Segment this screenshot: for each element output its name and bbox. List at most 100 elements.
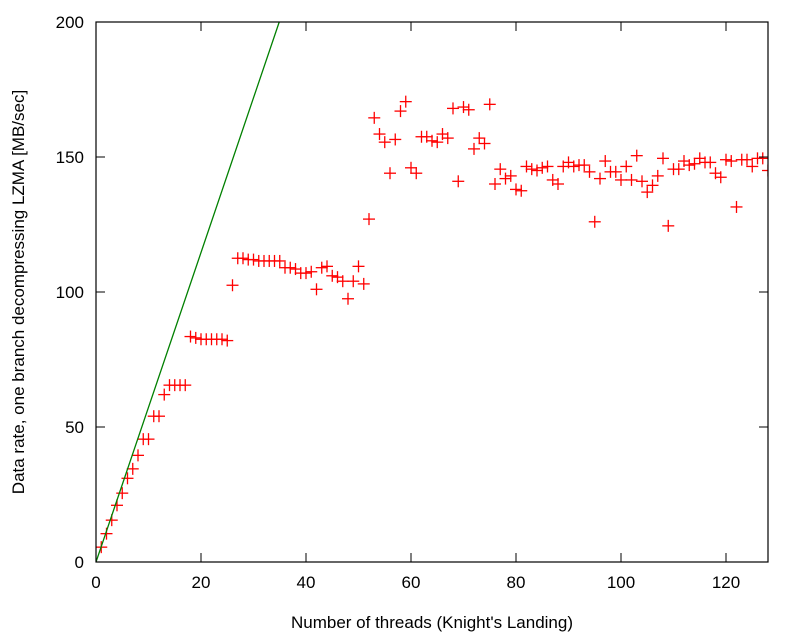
data-point [352, 260, 365, 273]
data-point [158, 388, 171, 401]
data-point [447, 102, 459, 115]
x-tick-label: 40 [297, 573, 316, 592]
data-point [599, 155, 612, 168]
data-point [630, 149, 643, 162]
data-point [583, 165, 596, 178]
data-point [132, 449, 144, 462]
data-point [336, 275, 349, 288]
data-point [378, 136, 391, 149]
data-point [541, 160, 554, 173]
data-point [326, 269, 339, 282]
y-tick-label: 100 [56, 283, 84, 302]
x-tick-label: 60 [402, 573, 421, 592]
reference-line [96, 22, 280, 562]
axes: 0 20 40 60 80 100 120 0 50 100 150 200 [56, 13, 768, 592]
data-point [646, 179, 659, 192]
data-point [641, 186, 654, 199]
data-point [237, 252, 249, 265]
data-point [457, 101, 470, 114]
data-point [363, 213, 375, 226]
data-point [184, 330, 197, 343]
data-point [399, 95, 412, 108]
data-point [525, 163, 538, 176]
data-point [756, 152, 768, 165]
data-point [594, 172, 606, 185]
data-point [441, 132, 454, 145]
data-point [116, 487, 129, 500]
data-point [273, 254, 286, 267]
data-point [730, 200, 743, 213]
data-point [347, 275, 360, 288]
data-point [536, 161, 549, 174]
data-point [342, 292, 354, 305]
data-point [494, 163, 507, 176]
data-point [520, 160, 533, 173]
data-point [468, 142, 480, 155]
x-tick-label: 20 [192, 573, 211, 592]
data-point [714, 171, 727, 184]
data-point [315, 261, 328, 274]
data-point [478, 137, 491, 150]
data-point [247, 253, 260, 266]
data-point [216, 333, 228, 346]
data-point [410, 167, 423, 180]
data-point [662, 219, 675, 232]
x-tick-label: 0 [91, 573, 100, 592]
x-axis-label: Number of threads (Knight's Landing) [291, 613, 573, 632]
data-point [704, 156, 717, 169]
plot-marks [96, 22, 768, 562]
data-point [142, 433, 155, 446]
data-point [483, 98, 496, 111]
data-point [567, 160, 580, 173]
data-point [504, 169, 517, 182]
data-point [305, 265, 318, 278]
data-point [615, 173, 627, 186]
data-point [657, 152, 669, 165]
data-point [683, 159, 696, 172]
data-point [588, 215, 601, 228]
data-point [431, 136, 444, 149]
data-point [284, 261, 297, 274]
y-axis-label: Data rate, one branch decompressing LZMA… [9, 90, 28, 494]
y-tick-label: 50 [65, 418, 84, 437]
data-point [762, 164, 768, 177]
data-point [373, 128, 386, 141]
data-point [672, 163, 685, 176]
data-point [473, 132, 486, 145]
data-point [651, 169, 664, 182]
data-point [489, 178, 501, 190]
data-point [636, 175, 648, 188]
data-point [609, 165, 622, 178]
data-point [462, 103, 475, 116]
y-tick-label: 150 [56, 148, 84, 167]
data-point [394, 105, 407, 118]
x-tick-label: 100 [607, 573, 635, 592]
data-point [226, 279, 239, 292]
data-point [321, 260, 333, 273]
y-tick-label: 0 [75, 553, 84, 572]
data-point [405, 161, 417, 174]
data-point [389, 133, 402, 146]
data-point [452, 175, 465, 188]
data-point [126, 462, 139, 475]
y-tick-label: 200 [56, 13, 84, 32]
data-point [725, 155, 738, 168]
data-point [179, 379, 192, 392]
data-point [384, 167, 396, 180]
data-point [741, 153, 753, 166]
data-point [189, 331, 202, 344]
plot-frame [95, 21, 769, 563]
x-tick-label: 80 [507, 573, 526, 592]
data-point [688, 157, 701, 170]
data-point [578, 159, 591, 172]
data-point [746, 160, 759, 173]
data-point [310, 283, 323, 296]
data-point [531, 164, 543, 177]
data-point [121, 472, 134, 485]
data-point [368, 111, 381, 124]
data-point [625, 173, 638, 186]
data-point [300, 267, 312, 280]
data-point [426, 134, 438, 147]
data-point [153, 410, 165, 423]
